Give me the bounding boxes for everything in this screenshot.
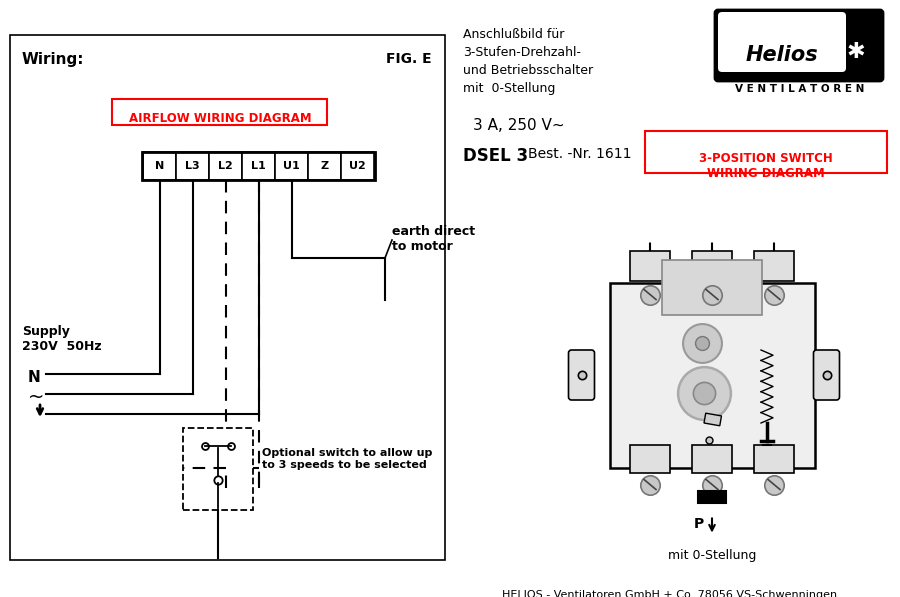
Text: mit  0-Stellung: mit 0-Stellung bbox=[463, 82, 555, 95]
Text: HELIOS - Ventilatoren GmbH + Co. 78056 VS-Schwenningen: HELIOS - Ventilatoren GmbH + Co. 78056 V… bbox=[502, 590, 838, 597]
Text: P: P bbox=[694, 518, 704, 531]
Text: Helios: Helios bbox=[746, 45, 818, 65]
Text: earth direct
to motor: earth direct to motor bbox=[392, 225, 475, 253]
Text: (3): (3) bbox=[777, 260, 793, 270]
Text: (1): (1) bbox=[653, 260, 669, 270]
Bar bbox=[341, 152, 374, 180]
Text: Anschlußbild für: Anschlußbild für bbox=[463, 28, 564, 41]
Text: L2: L2 bbox=[218, 161, 233, 171]
FancyBboxPatch shape bbox=[715, 10, 883, 81]
Bar bbox=[704, 413, 722, 426]
Text: Optional switch to allow up
to 3 speeds to be selected: Optional switch to allow up to 3 speeds … bbox=[262, 448, 432, 470]
Text: AIRFLOW WIRING DIAGRAM: AIRFLOW WIRING DIAGRAM bbox=[129, 112, 311, 125]
Bar bbox=[609, 282, 814, 467]
Text: N: N bbox=[28, 370, 40, 385]
Bar bbox=[692, 251, 732, 281]
FancyBboxPatch shape bbox=[814, 350, 840, 400]
Bar bbox=[645, 131, 887, 173]
Text: ✱: ✱ bbox=[847, 42, 865, 62]
Text: L1: L1 bbox=[251, 161, 266, 171]
Text: FIG. E: FIG. E bbox=[386, 52, 432, 66]
Bar bbox=[630, 445, 670, 472]
Text: Wiring:: Wiring: bbox=[22, 52, 85, 67]
Bar bbox=[698, 491, 726, 503]
Bar bbox=[754, 445, 794, 472]
Bar bbox=[183, 428, 253, 510]
Text: 3 A, 250 V~: 3 A, 250 V~ bbox=[473, 118, 564, 133]
Text: U1: U1 bbox=[284, 161, 300, 171]
Bar bbox=[630, 251, 670, 281]
Bar bbox=[10, 35, 445, 560]
Text: Supply
230V  50Hz: Supply 230V 50Hz bbox=[22, 325, 102, 353]
Text: DSEL 3: DSEL 3 bbox=[463, 147, 528, 165]
Text: U2: U2 bbox=[349, 161, 366, 171]
Text: N: N bbox=[155, 161, 164, 171]
Text: mit 0-Stellung: mit 0-Stellung bbox=[668, 549, 756, 562]
Text: L3: L3 bbox=[185, 161, 200, 171]
Text: 3-Stufen-Drehzahl-: 3-Stufen-Drehzahl- bbox=[463, 46, 581, 59]
Bar bbox=[142, 152, 375, 180]
Text: 3-POSITION SWITCH
WIRING DIAGRAM: 3-POSITION SWITCH WIRING DIAGRAM bbox=[699, 152, 833, 180]
Bar bbox=[754, 251, 794, 281]
Text: ~: ~ bbox=[28, 388, 44, 407]
Bar bbox=[143, 152, 176, 180]
Text: (2): (2) bbox=[715, 260, 731, 270]
Bar bbox=[112, 99, 327, 125]
Text: Best. -Nr. 1611: Best. -Nr. 1611 bbox=[528, 147, 632, 161]
Bar bbox=[176, 152, 209, 180]
Bar bbox=[662, 260, 762, 315]
FancyBboxPatch shape bbox=[569, 350, 595, 400]
Text: und Betriebsschalter: und Betriebsschalter bbox=[463, 64, 593, 77]
Bar bbox=[692, 445, 732, 472]
Text: Z: Z bbox=[320, 161, 328, 171]
Bar bbox=[308, 152, 341, 180]
Text: V E N T I L A T O R E N: V E N T I L A T O R E N bbox=[735, 84, 865, 94]
FancyBboxPatch shape bbox=[718, 12, 846, 72]
Bar bbox=[242, 152, 275, 180]
Bar bbox=[209, 152, 242, 180]
Bar bbox=[275, 152, 308, 180]
